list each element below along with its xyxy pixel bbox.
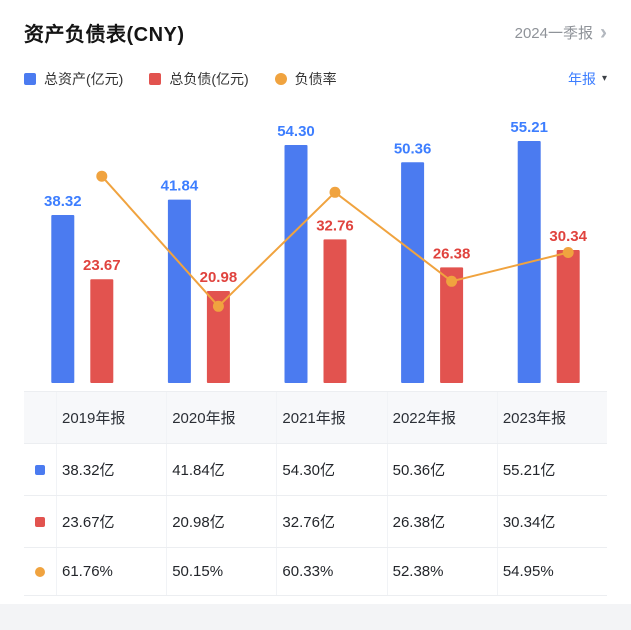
- value-cell: 61.76%: [57, 548, 168, 595]
- orange-circle-icon: [35, 566, 45, 577]
- value-cell: 50.36亿: [388, 444, 498, 495]
- report-type-label: 年报: [567, 71, 596, 87]
- series-icon-cell: [24, 496, 57, 547]
- column-header: 2019年报: [57, 392, 168, 443]
- legend: 总资产(亿元) 总负债(亿元) 负债率 年报 ▾: [24, 69, 607, 89]
- table-row-debt-ratio: 61.76% 50.15% 60.33% 52.38% 54.95%: [24, 548, 607, 596]
- icon-column-header: [24, 392, 57, 443]
- svg-text:32.76: 32.76: [316, 217, 354, 234]
- table-row-total-assets: 38.32亿 41.84亿 54.30亿 50.36亿 55.21亿: [24, 444, 607, 496]
- period-selector[interactable]: 2024一季报 ›: [515, 22, 607, 43]
- column-header: 2020年报: [167, 392, 278, 443]
- caret-down-icon: ▾: [601, 73, 607, 84]
- svg-text:26.38: 26.38: [433, 245, 471, 262]
- column-header: 2022年报: [388, 392, 498, 443]
- red-square-icon: [35, 516, 45, 527]
- svg-text:23.67: 23.67: [83, 257, 121, 274]
- chevron-right-icon: ›: [600, 20, 607, 44]
- assets-liabilities-chart[interactable]: 38.32 23.67 41.84 20.98 54.30 32.76 50.36 26.38…: [24, 95, 607, 391]
- value-cell: 54.30亿: [277, 444, 388, 495]
- legend-item-total-assets: 总资产(亿元): [24, 69, 123, 89]
- svg-text:54.30: 54.30: [277, 123, 315, 140]
- red-square-icon: [149, 73, 162, 85]
- value-cell: 54.95%: [502, 563, 554, 580]
- header: 资产负债表(CNY) 2024一季报 ›: [24, 18, 607, 47]
- report-type-selector[interactable]: 年报 ▾: [568, 69, 607, 89]
- chart-canvas: 38.32 23.67 41.84 20.98 54.30 32.76 50.36 26.38…: [44, 119, 588, 383]
- series-icon-cell: [24, 444, 57, 495]
- svg-text:20.98: 20.98: [200, 269, 238, 286]
- column-header: 2023年报: [502, 410, 567, 427]
- blue-square-icon: [35, 464, 45, 475]
- legend-item-debt-ratio: 负债率: [274, 69, 337, 89]
- page-background-strip: [0, 604, 631, 630]
- value-cell: 20.98亿: [167, 496, 278, 547]
- svg-text:38.32: 38.32: [44, 193, 82, 210]
- series-icon-cell: [24, 548, 57, 595]
- value-cell: 26.38亿: [388, 496, 498, 547]
- value-cell: 60.33%: [277, 548, 388, 595]
- blue-square-icon: [24, 73, 36, 85]
- value-cell: 41.84亿: [167, 444, 278, 495]
- value-cell: 30.34亿: [502, 514, 556, 531]
- value-cell: 55.21亿: [502, 462, 556, 479]
- legend-label: 总资产(亿元): [44, 71, 124, 87]
- value-cell: 50.15%: [167, 548, 278, 595]
- svg-text:55.21: 55.21: [510, 119, 548, 136]
- value-cell: 52.38%: [388, 548, 498, 595]
- page-title: 资产负债表(CNY): [24, 24, 185, 46]
- legend-label: 负债率: [294, 71, 337, 87]
- value-cell: 32.76亿: [277, 496, 388, 547]
- table-header-row: 2019年报 2020年报 2021年报 2022年报 2023年报: [24, 392, 607, 444]
- period-label: 2024一季报: [514, 25, 593, 42]
- orange-circle-icon: [274, 73, 287, 85]
- table-row-total-liabilities: 23.67亿 20.98亿 32.76亿 26.38亿 30.34亿: [24, 496, 607, 548]
- legend-label: 总负债(亿元): [169, 71, 249, 87]
- svg-text:50.36: 50.36: [394, 140, 432, 157]
- balance-sheet-table: 2019年报 2020年报 2021年报 2022年报 2023年报 38.32…: [24, 391, 607, 596]
- value-cell: 38.32亿: [57, 444, 168, 495]
- svg-text:41.84: 41.84: [161, 178, 199, 195]
- column-header: 2021年报: [277, 392, 388, 443]
- legend-item-total-liabilities: 总负债(亿元): [149, 69, 249, 89]
- svg-text:30.34: 30.34: [549, 228, 587, 245]
- value-cell: 23.67亿: [57, 496, 168, 547]
